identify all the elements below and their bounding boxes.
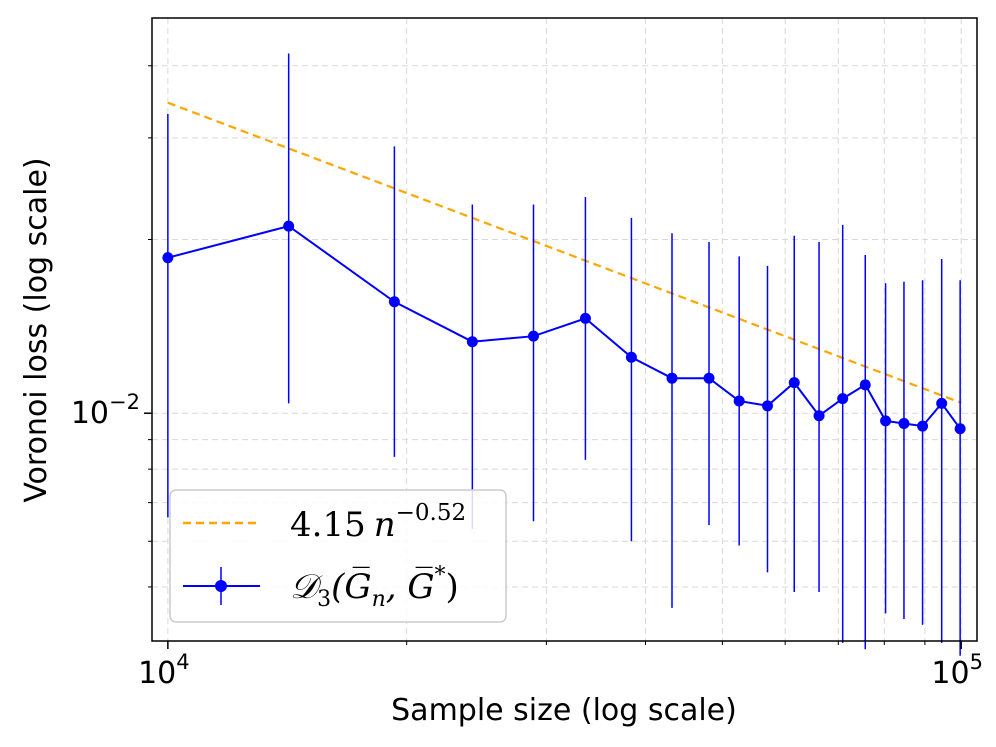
legend-data-marker bbox=[215, 580, 227, 592]
y-axis-label: Voronoi loss (log scale) bbox=[19, 157, 54, 502]
x-tick-exp: 4 bbox=[176, 650, 189, 674]
x-tick-label: 105 bbox=[931, 650, 983, 691]
data-point bbox=[936, 397, 948, 409]
x-tick-exp: 5 bbox=[970, 650, 983, 674]
data-point bbox=[898, 417, 910, 429]
data-point bbox=[666, 372, 678, 384]
legend-fit-label: 4.15 n−0.52 bbox=[290, 500, 466, 545]
x-tick-base: 10 bbox=[931, 656, 969, 691]
legend-data-label: 𝒟3(G̅n, G̅*) bbox=[290, 563, 459, 612]
data-point bbox=[954, 423, 966, 435]
data-point bbox=[527, 330, 539, 342]
data-point bbox=[466, 336, 478, 348]
data-point bbox=[579, 312, 591, 324]
data-point bbox=[788, 377, 800, 389]
x-tick-base: 10 bbox=[138, 656, 176, 691]
x-axis-label: Sample size (log scale) bbox=[391, 693, 737, 728]
data-point bbox=[813, 410, 825, 422]
y-tick-label: 10−2 bbox=[71, 390, 140, 431]
data-point bbox=[625, 351, 637, 363]
data-series bbox=[162, 220, 966, 435]
data-point bbox=[388, 296, 400, 308]
grid bbox=[152, 18, 977, 641]
legend: 4.15 n−0.52 𝒟3(G̅n, G̅*) bbox=[169, 489, 507, 623]
fit-line bbox=[167, 101, 962, 404]
y-tick-base: 10 bbox=[71, 396, 109, 431]
x-tick-label: 104 bbox=[138, 650, 190, 691]
data-point bbox=[880, 415, 892, 427]
data-point bbox=[283, 220, 295, 232]
data-point bbox=[733, 395, 745, 407]
y-tick-exp: −2 bbox=[109, 390, 140, 414]
fit-series bbox=[167, 101, 962, 404]
data-point bbox=[162, 252, 174, 264]
data-point bbox=[917, 420, 929, 432]
data-point bbox=[859, 379, 871, 391]
data-point bbox=[703, 372, 715, 384]
plot-frame bbox=[151, 17, 978, 642]
data-point bbox=[837, 393, 849, 405]
data-point bbox=[762, 400, 774, 412]
